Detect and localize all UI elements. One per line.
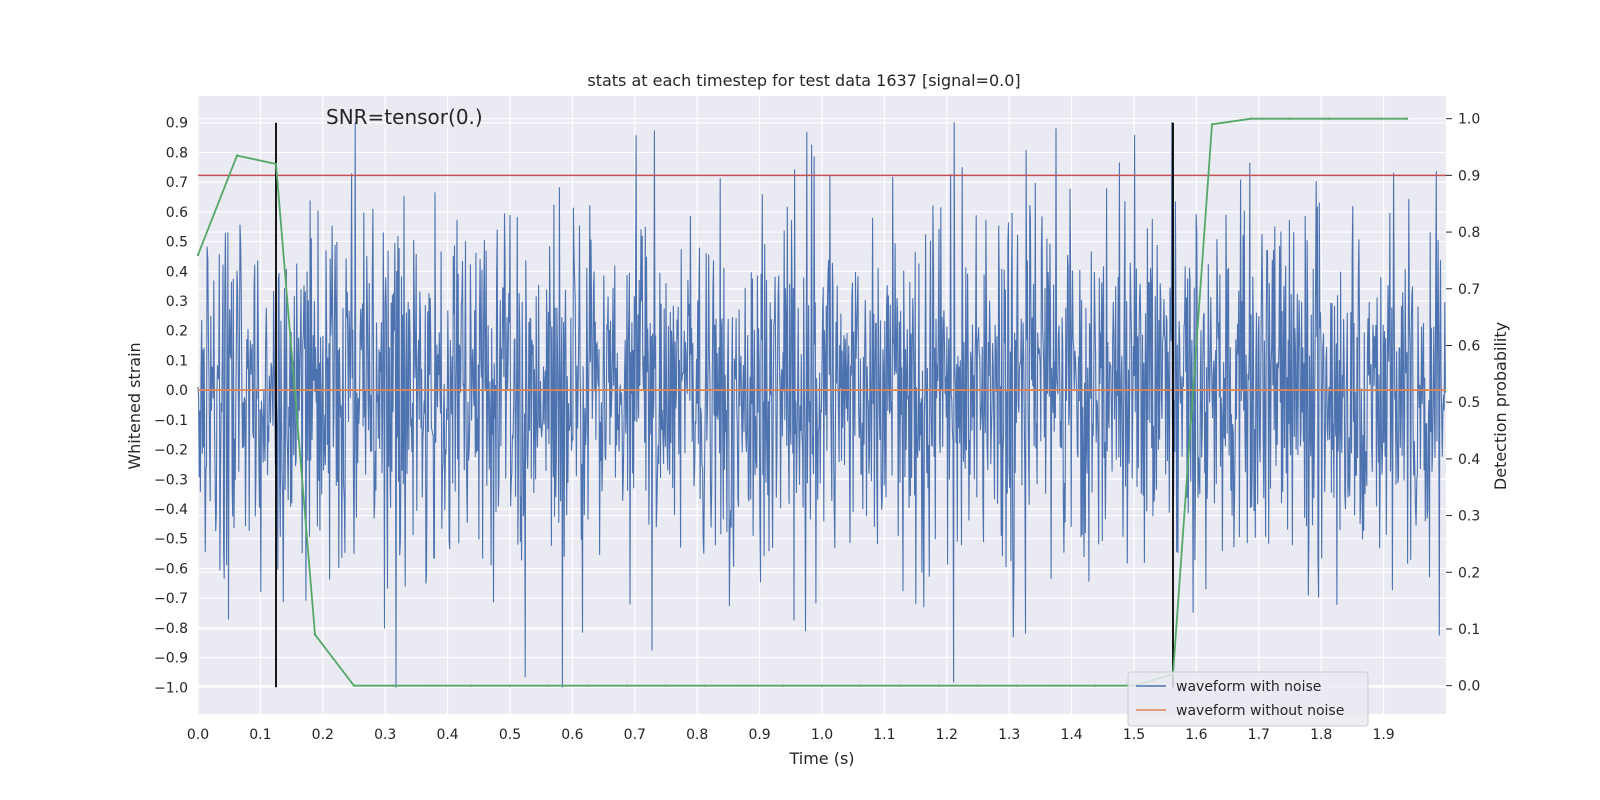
detection-probability-point [1288,117,1292,120]
x-tick-label: 1.6 [1185,727,1207,743]
detection-probability-point [664,684,668,687]
left-tick-label: 0.3 [166,294,188,310]
detection-probability-point [898,684,902,687]
left-tick-label: −0.9 [154,651,188,667]
legend-box [1127,671,1369,727]
detection-probability-point [1366,117,1370,120]
x-tick-label: 0.2 [312,727,334,743]
x-tick-label: 0.0 [187,727,209,743]
left-tick-label: 0.6 [166,205,188,221]
detection-probability-point [1327,117,1331,120]
x-tick-label: 1.7 [1248,727,1270,743]
right-tick-label: 0.1 [1458,622,1480,638]
x-tick-label: 1.0 [811,727,833,743]
right-tick-label: 0.9 [1458,168,1480,184]
right-tick-label: 1.0 [1458,112,1480,128]
left-tick-label: −0.8 [154,621,188,637]
right-tick-label: 0.0 [1458,679,1480,695]
x-axis-label: Time (s) [788,749,854,768]
legend-label-clean: waveform without noise [1176,703,1344,719]
left-axis-label: Whitened strain [125,342,144,469]
x-tick-label: 1.3 [998,727,1020,743]
detection-probability-point [1249,117,1253,120]
right-tick-label: 0.7 [1458,282,1480,298]
left-tick-label: −0.6 [154,561,188,577]
x-tick-label: 0.9 [748,727,770,743]
detection-probability-point [196,253,200,256]
left-tick-label: 0.5 [166,235,188,251]
series-waveform-with-noise [197,122,1446,688]
detection-probability-point [625,684,629,687]
legend: waveform with noise waveform without noi… [1127,671,1369,727]
detection-probability-point [235,154,239,157]
detection-probability-point [976,684,980,687]
snr-annotation: SNR=tensor(0.) [326,105,483,129]
left-tick-label: −0.4 [154,502,188,518]
series-detection-probability [197,117,1407,687]
detection-probability-point [1405,117,1409,120]
left-tick-label: 0.2 [166,324,188,340]
x-tick-label: 0.4 [436,727,458,743]
detection-probability-point [859,684,863,687]
left-tick-label: −0.3 [154,472,188,488]
detection-probability-point [1093,684,1097,687]
left-tick-label: 0.4 [166,264,188,280]
detection-probability-point [274,162,278,166]
detection-probability-point [1210,123,1214,126]
right-tick-label: 0.2 [1458,565,1480,581]
x-tick-label: 0.1 [249,727,271,743]
x-tick-label: 0.3 [374,727,396,743]
right-axis-label: Detection probability [1491,322,1510,490]
right-tick-label: 0.5 [1458,395,1480,411]
left-axis-ticks: −1.0 −0.9 −0.8 −0.7 −0.6 −0.5 −0.4 −0.3 −0.2 −0.1… [154,116,188,697]
left-tick-label: 0.1 [166,353,188,369]
x-tick-label: 0.5 [499,727,521,743]
right-axis-ticks: 0.0 0.1 0.2 0.3 0.4 0.5 0.6 0.7 0.8 0.9 1.0 [1446,112,1480,695]
x-tick-label: 0.7 [624,727,646,743]
left-tick-label: −0.7 [154,591,188,607]
detection-probability-point [430,684,434,687]
left-tick-label: 0.8 [166,145,188,161]
detection-probability-point [547,684,551,687]
left-tick-label: 0.7 [166,175,188,191]
detection-probability-point [313,633,317,636]
x-tick-label: 0.8 [686,727,708,743]
x-tick-label: 1.5 [1123,727,1145,743]
detection-probability-point [742,684,746,687]
detection-probability-point [1054,684,1058,687]
x-tick-label: 1.2 [936,727,958,743]
right-tick-label: 0.4 [1458,452,1480,468]
x-tick-label: 1.4 [1060,727,1082,743]
left-tick-label: 0.0 [166,383,188,399]
detection-probability-point [586,684,590,687]
detection-probability-point [391,684,395,687]
left-tick-label: −0.1 [154,413,188,429]
right-tick-label: 0.3 [1458,509,1480,525]
chart-title: stats at each timestep for test data 163… [587,71,1020,90]
left-tick-label: −0.2 [154,443,188,459]
x-axis-ticks: 0.0 0.1 0.2 0.3 0.4 0.5 0.6 0.7 0.8 0.9 1.0 1.1 1.2 1… [187,727,1395,743]
right-tick-label: 0.6 [1458,338,1480,354]
x-tick-label: 1.1 [873,727,895,743]
series-layer [196,117,1446,688]
detection-probability-point [469,684,473,687]
detection-probability-point [352,684,356,687]
detection-probability-point [703,684,707,687]
x-tick-label: 1.9 [1372,727,1394,743]
detection-probability-point [1015,684,1019,687]
legend-label-noise: waveform with noise [1176,679,1321,695]
detection-probability-point [937,684,941,687]
detection-probability-point [781,684,785,687]
detection-probability-point [508,684,512,687]
left-tick-label: 0.9 [166,116,188,132]
x-tick-label: 1.8 [1310,727,1332,743]
x-tick-label: 0.6 [561,727,583,743]
right-tick-label: 0.8 [1458,225,1480,241]
left-tick-label: −1.0 [154,680,188,696]
detection-probability-point [820,684,824,687]
left-tick-label: −0.5 [154,532,188,548]
